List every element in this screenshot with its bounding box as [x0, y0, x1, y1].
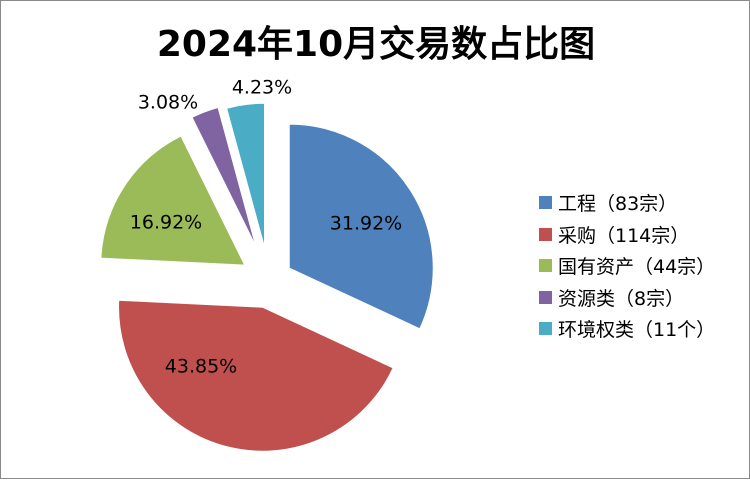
- legend-swatch-resources: [539, 290, 552, 304]
- legend-label-resources: 资源类（8宗）: [558, 287, 685, 310]
- pie-data-label-resources: 3.08%: [138, 92, 198, 114]
- pie-data-label-procurement: 43.85%: [165, 356, 237, 378]
- legend-swatch-environment-rights: [539, 322, 552, 336]
- legend-label-state-assets: 国有资产（44宗）: [558, 256, 716, 279]
- legend-item-procurement: 采购（114宗）: [539, 219, 715, 251]
- legend-item-state-assets: 国有资产（44宗）: [539, 250, 715, 282]
- legend-item-resources: 资源类（8宗）: [539, 282, 715, 314]
- pie-data-label-state-assets: 16.92%: [130, 212, 202, 234]
- pie-slice-procurement: [118, 299, 394, 452]
- pie-data-label-engineering: 31.92%: [330, 213, 402, 235]
- legend-label-engineering: 工程（83宗）: [558, 193, 678, 216]
- legend: 工程（83宗） 采购（114宗） 国有资产（44宗） 资源类（8宗） 环境权类（…: [539, 187, 715, 345]
- pie-slice-engineering: [288, 123, 434, 330]
- chart-title: 2024年10月交易数占比图: [156, 24, 596, 65]
- legend-swatch-state-assets: [539, 259, 552, 273]
- pie-slice-state-assets: [100, 135, 246, 266]
- legend-label-environment-rights: 环境权类（11个）: [558, 319, 716, 342]
- legend-item-environment-rights: 环境权类（11个）: [539, 313, 715, 345]
- pie-data-label-environment-rights: 4.23%: [232, 77, 292, 99]
- pie-slice-resources: [191, 106, 257, 247]
- pie-labels: 31.92% 43.85% 16.92% 3.08% 4.23%: [130, 77, 402, 378]
- legend-item-engineering: 工程（83宗）: [539, 187, 715, 219]
- pie-slices: [100, 102, 434, 452]
- legend-label-procurement: 采购（114宗）: [558, 224, 690, 247]
- legend-swatch-procurement: [539, 227, 552, 241]
- pie-slice-environment-rights: [226, 102, 265, 248]
- legend-swatch-engineering: [539, 196, 552, 210]
